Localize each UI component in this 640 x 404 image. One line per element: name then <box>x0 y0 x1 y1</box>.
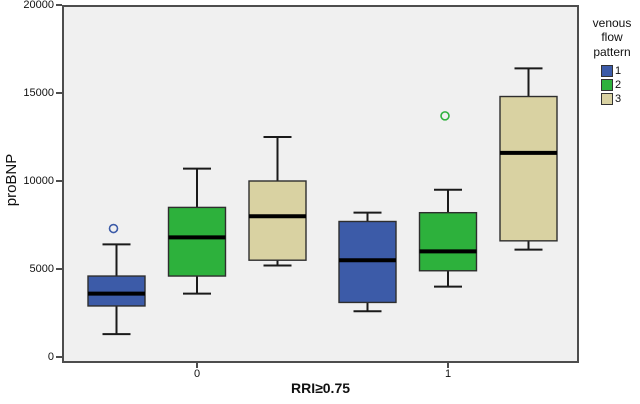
y-tick-label: 5000 <box>29 263 54 275</box>
box <box>167 206 227 277</box>
plot-area <box>62 5 579 363</box>
box <box>499 95 558 242</box>
boxplot-canvas <box>87 67 558 336</box>
y-axis-title: proBNP <box>3 153 20 207</box>
y-tick-mark <box>56 4 62 6</box>
box <box>418 211 478 272</box>
y-tick-mark <box>56 268 62 270</box>
legend-entry-label: 3 <box>615 93 622 106</box>
outlier-point <box>108 223 119 234</box>
x-tick-mark <box>196 363 198 368</box>
legend-title: venous flow pattern <box>592 16 632 59</box>
y-tick-mark <box>56 92 62 94</box>
y-tick-label: 15000 <box>23 87 54 99</box>
y-tick-label: 0 <box>47 351 54 363</box>
legend-entry-label: 2 <box>615 79 622 92</box>
outlier-point <box>440 111 450 121</box>
legend-entry: 3 <box>584 93 640 106</box>
box <box>87 275 146 307</box>
y-tick-label: 10000 <box>23 175 54 187</box>
legend-entry: 1 <box>584 65 640 78</box>
x-axis-title: RRI≥0.75 <box>290 380 351 396</box>
x-tick-label: 1 <box>444 368 452 380</box>
legend-swatch-icon <box>601 65 613 78</box>
legend-swatch-icon <box>601 79 613 92</box>
legend-entry-label: 1 <box>615 65 622 78</box>
x-tick-label: 0 <box>193 368 201 380</box>
y-tick-mark <box>56 356 62 358</box>
x-tick-mark <box>447 363 449 368</box>
box <box>248 180 307 261</box>
legend-swatch-icon <box>601 93 613 106</box>
legend-entry: 2 <box>584 79 640 92</box>
y-tick-mark <box>56 180 62 182</box>
y-tick-label: 20000 <box>23 0 54 11</box>
